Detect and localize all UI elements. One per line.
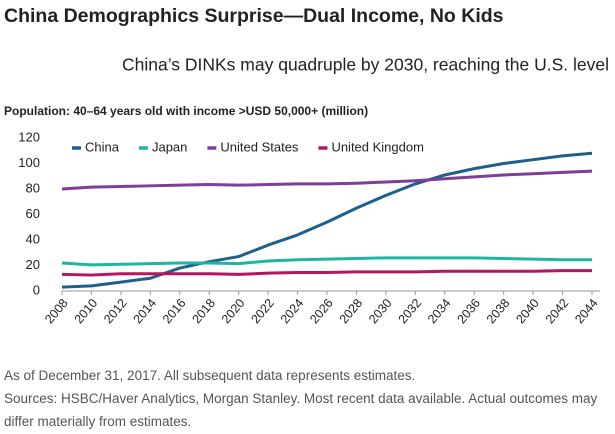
x-tick-label: 2010 [72, 296, 101, 326]
y-tick-label: 60 [26, 206, 40, 221]
chart-title: China Demographics Surprise—Dual Income,… [4, 5, 504, 27]
x-tick-label: 2018 [189, 296, 218, 326]
x-tick-label: 2044 [572, 296, 601, 326]
series-line [61, 256, 592, 267]
y-tick-label: 100 [18, 155, 40, 170]
x-tick-label: 2038 [484, 296, 513, 326]
y-tick-label: 120 [18, 129, 40, 144]
x-tick-label: 2016 [160, 296, 189, 326]
note: Sources: HSBC/Haver Analytics, Morgan St… [4, 391, 598, 429]
legend-label: United States [220, 139, 299, 154]
x-tick-label: 2030 [366, 296, 395, 326]
series-line [61, 151, 593, 289]
legend-label: United Kingdom [331, 139, 424, 154]
x-tick-label: 2014 [131, 296, 160, 326]
legend-label: Japan [152, 139, 187, 154]
y-tick-label: 40 [26, 231, 40, 246]
x-tick-label: 2028 [337, 296, 366, 326]
y-tick-label: 80 [26, 180, 40, 195]
x-tick-label: 2024 [278, 296, 307, 326]
note: As of December 31, 2017. All subsequent … [4, 368, 416, 383]
x-tick-label: 2012 [101, 296, 130, 326]
y-tick-label: 0 [33, 282, 40, 297]
series-line [61, 269, 592, 277]
chart-subtitle: China’s DINKs may quadruple by 2030, rea… [122, 55, 609, 75]
x-tick-label: 2036 [454, 296, 483, 326]
x-tick-label: 2040 [513, 296, 542, 326]
x-tick-label: 2022 [248, 296, 277, 326]
x-tick-label: 2034 [425, 296, 454, 326]
y-tick-label: 20 [26, 257, 40, 272]
y-axis-title: Population: 40–64 years old with income … [4, 104, 368, 118]
x-tick-label: 2032 [396, 296, 425, 326]
notes: As of December 31, 2017. All subsequent … [4, 364, 604, 433]
legend-label: China [85, 139, 120, 154]
x-tick-label: 2042 [543, 296, 572, 326]
x-tick-label: 2020 [219, 296, 248, 326]
series-line [61, 169, 593, 191]
x-tick-label: 2026 [307, 296, 336, 326]
chart: China Demographics Surprise—Dual Income,… [4, 5, 609, 326]
x-tick-label: 2008 [42, 296, 71, 326]
